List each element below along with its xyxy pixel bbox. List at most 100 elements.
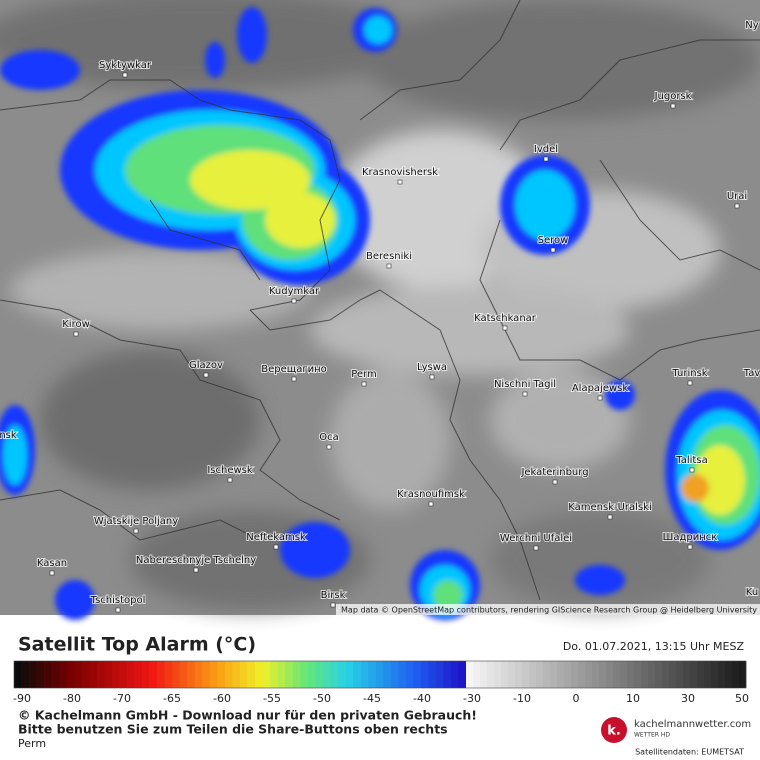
color-cell [353,661,361,688]
color-cell [134,661,143,688]
city-dot [133,528,139,534]
city-dot [291,298,297,304]
tick-label: 10 [626,692,640,705]
color-cell [529,661,537,688]
color-cell [390,661,399,688]
color-cell [450,661,459,688]
color-cell [96,661,105,688]
city-label: Wjatskije Poljany [94,516,178,527]
city-label: Nischni Tagil [494,379,556,390]
color-cell [606,661,614,688]
city-label: nsk [0,430,17,441]
color-cell [704,661,712,688]
color-cell [300,661,309,688]
city-label: Beresniki [366,251,412,262]
city-dot [502,325,508,331]
color-cell [217,661,226,688]
tick-label: 0 [573,692,580,705]
city-label: Serow [538,235,569,246]
color-bar-ticks: -90 -80 -70 -65 -60 -55 -50 -45 -40 -30 -10 0 10 30 50 [13,692,749,705]
tick-label: -45 [363,692,381,705]
city-label: Werchni Ufalei [500,533,572,544]
city-dot [533,545,539,551]
tick-label: -65 [163,692,181,705]
satellite-image [0,0,760,620]
color-cell [375,661,384,688]
color-cell [285,661,294,688]
city-label: Шадринск [663,532,718,543]
color-cell [501,661,509,688]
color-cell [292,661,301,688]
color-cell [194,661,203,688]
tick-label: -55 [263,692,281,705]
city-label: Talitsa [675,455,707,466]
color-cell [676,661,684,688]
city-dot [429,374,435,380]
city-dot [326,444,332,450]
city-label: Glazov [189,360,223,371]
city-label: Urai [727,191,747,202]
color-cell [322,661,331,688]
datetime: Do. 01.07.2021, 13:15 Uhr MESZ [563,640,745,653]
color-cell [119,661,128,688]
tick-label: -90 [13,692,31,705]
color-cell [383,661,391,688]
color-cell [648,661,656,688]
color-cell [270,661,278,688]
color-cell [634,661,642,688]
color-cell [337,661,346,688]
city-label: Syktywkar [99,60,152,71]
legend-title: Satellit Top Alarm (°C) [18,634,256,656]
tick-label: -50 [313,692,331,705]
color-cell [21,661,30,688]
city-dot [73,331,79,337]
tick-label: 50 [735,692,749,705]
color-cell [81,661,90,688]
color-cell [473,661,481,688]
color-cell [202,661,211,688]
city-label: Верещагино [261,364,326,375]
color-cell [494,661,502,688]
color-cell [550,661,558,688]
color-cell [59,661,68,688]
city-label: Kasan [37,558,67,569]
color-cell [51,661,60,688]
color-cell [627,661,635,688]
color-cell [232,661,241,688]
color-cell [697,661,705,688]
color-cell [36,661,45,688]
city-label: Kamensk-Uralski [568,502,651,513]
city-labels: Ny Syktywkar Jugorsk Ivdel Krasnovishersk Ura… [0,19,760,613]
tick-label: -70 [113,692,131,705]
color-cell [718,661,726,688]
color-cell [690,661,698,688]
color-cell [209,661,218,688]
color-cell [641,661,649,688]
city-label: Perm [351,369,377,380]
color-cell [669,661,677,688]
color-cell [74,661,83,688]
color-cell [240,661,248,688]
city-dot [203,372,209,378]
city-label: Birsk [321,590,346,601]
color-cell [515,661,523,688]
city-label: Krasnovishersk [362,167,438,178]
color-cell [345,661,354,688]
city-dot [122,72,128,78]
logo-mark: k. [607,724,621,739]
color-cell [466,661,474,688]
city-dot [273,544,279,550]
city-dot [734,203,740,209]
color-bar-frame [13,660,747,689]
color-cell [330,661,339,688]
color-cell [620,661,628,688]
color-cell [29,661,37,688]
color-cell [725,661,733,688]
color-cell [104,661,113,688]
city-dot [428,501,434,507]
city-dot [291,376,297,382]
city-label: Turinsk [671,368,707,379]
color-cell [508,661,516,688]
city-label: Tav [743,368,760,379]
